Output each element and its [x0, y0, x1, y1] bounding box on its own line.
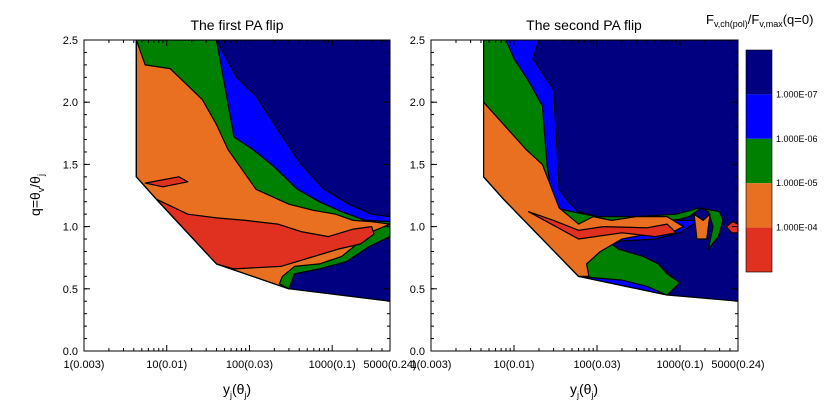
x-tick-label: 5000(0.24): [711, 359, 764, 371]
y-tick-label: 1.5: [63, 159, 78, 171]
colorbar-labels: 1.000E-07 1.000E-06 1.000E-05 1.000E-04: [776, 89, 818, 232]
contour-regions-panel-2: [483, 40, 738, 302]
y-tick-label: 1.5: [410, 159, 425, 171]
y-tick-label: 0.5: [410, 284, 425, 296]
colorbar-band: [746, 183, 772, 228]
x-tick-label: 100(0.03): [226, 359, 273, 371]
panel-first-pa-flip: The first PA flip 1(0.003) 10(0.01) 100(0.…: [27, 17, 417, 400]
colorbar-label: 1.000E-06: [776, 134, 818, 144]
contour-region-1.000E-03: [144, 176, 189, 188]
y-tick-label: 1.0: [410, 222, 425, 234]
x-tick-label: 1(0.003): [64, 359, 105, 371]
y-tick-label: 0.0: [410, 346, 425, 358]
x-ticks-panel-1: 1(0.003) 10(0.01) 100(0.03) 1000(0.1) 5000(0…: [64, 40, 417, 371]
x-tick-label: 10(0.01): [146, 359, 187, 371]
colorbar-label: 1.000E-07: [776, 89, 818, 99]
colorbar-band: [746, 227, 772, 272]
y-tick-label: 1.0: [63, 222, 78, 234]
colorbar-label: 1.000E-04: [776, 223, 818, 233]
contour-region-1.000E-03: [725, 221, 738, 234]
contour-region-1.000E-04: [693, 213, 711, 240]
colorbar-title: Fv,ch(pol)/Fv,max(q=0): [706, 12, 813, 29]
colorbar-band: [746, 138, 772, 184]
x-tick-label: 1000(0.1): [656, 359, 703, 371]
x-tick-label: 1000(0.1): [309, 359, 356, 371]
colorbar-band: [746, 50, 772, 95]
y-tick-label: 2.5: [63, 35, 78, 47]
colorbar-band: [746, 94, 772, 139]
contour-region-1.000E-03: [155, 198, 375, 270]
colorbar: Fv,ch(pol)/Fv,max(q=0) 1.000E-071.000E-0…: [706, 12, 818, 273]
colorbar-label: 1.000E-05: [776, 178, 818, 188]
y-tick-label: 2.5: [410, 35, 425, 47]
panel-title-2: The second PA flip: [526, 17, 642, 33]
x-tick-label: 5000(0.24): [363, 359, 416, 371]
panel-second-pa-flip: The second PA flip 1(0.003) 10(0.01) 100(0…: [410, 17, 765, 400]
colorbar-bands: [745, 49, 773, 273]
y-tick-label: 0.5: [63, 284, 78, 296]
colorbar-frame: [745, 49, 773, 273]
y-ticks-panel-1: 0.0 0.5 1.0 1.5 2.0 2.5: [63, 35, 390, 358]
x-tick-label: 100(0.03): [573, 359, 620, 371]
y-ticks-panel-2: 0.0 0.5 1.0 1.5 2.0 2.5: [410, 35, 738, 358]
x-axis-label-panel-1: yj(θj): [223, 381, 251, 400]
x-tick-label: 10(0.01): [494, 359, 535, 371]
x-tick-label: 1(0.003): [411, 359, 452, 371]
x-ticks-panel-2: 1(0.003) 10(0.01) 100(0.03) 1000(0.1) 5000(0…: [411, 40, 765, 371]
y-tick-label: 2.0: [410, 97, 425, 109]
x-axis-label-panel-2: yj(θj): [570, 381, 598, 400]
contour-region-1.000E-03: [527, 211, 677, 240]
y-tick-label: 0.0: [63, 346, 78, 358]
y-axis-label: q=θv/θj: [27, 174, 46, 216]
panel-title-1: The first PA flip: [190, 17, 283, 33]
y-tick-label: 2.0: [63, 97, 78, 109]
contour-regions-panel-1: [135, 40, 390, 302]
